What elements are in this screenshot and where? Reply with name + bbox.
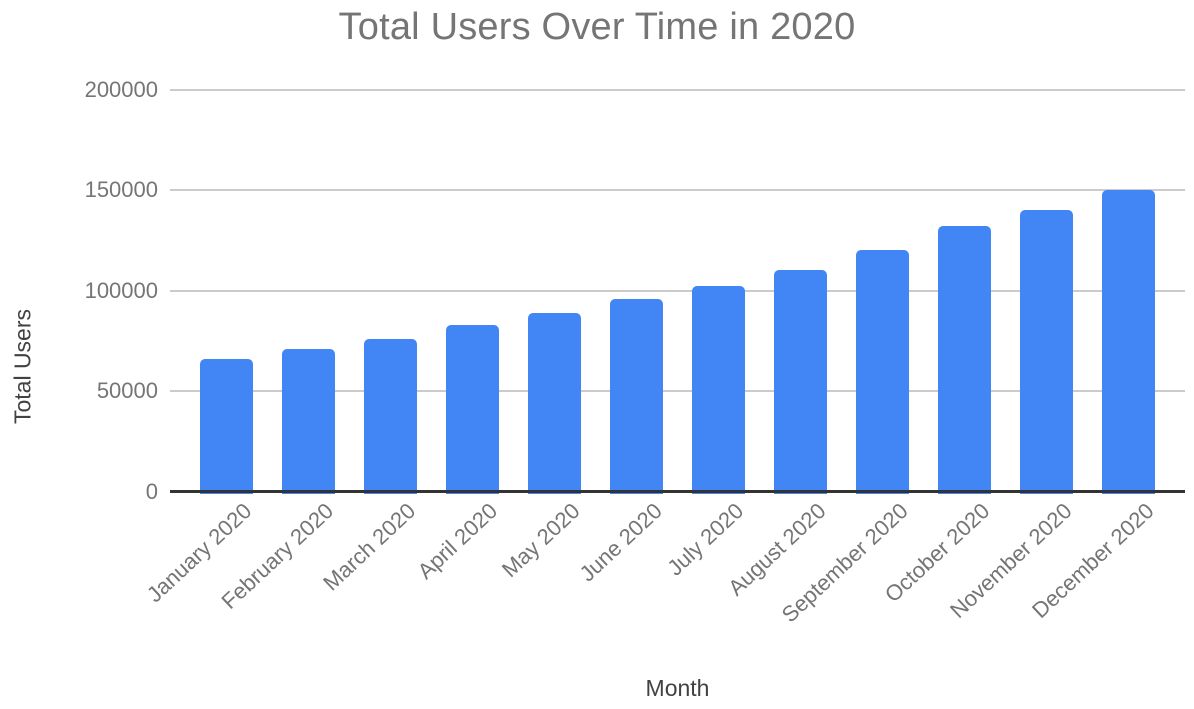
chart-title: Total Users Over Time in 2020 <box>338 6 856 48</box>
gridline-100000 <box>170 289 1185 292</box>
y-tick-label-100000: 100000 <box>84 277 158 303</box>
bar-august-2020[interactable] <box>774 270 827 494</box>
y-axis-title: Total Users <box>9 308 36 425</box>
bar-february-2020[interactable] <box>282 348 335 494</box>
bar-june-2020[interactable] <box>610 298 663 494</box>
y-tick-label-50000: 50000 <box>96 378 158 403</box>
bar-october-2020[interactable] <box>938 226 991 494</box>
bar-april-2020[interactable] <box>446 324 499 494</box>
bar-january-2020[interactable] <box>200 358 253 494</box>
bar-may-2020[interactable] <box>528 312 581 494</box>
x-axis-title: Month <box>645 675 710 701</box>
x-tick-label-april-2020: April 2020 <box>413 498 503 584</box>
bar-september-2020[interactable] <box>856 250 909 494</box>
x-tick-label-june-2020: June 2020 <box>574 498 667 587</box>
gridline-200000 <box>170 88 1185 91</box>
y-tick-label-0: 0 <box>145 478 158 504</box>
bar-july-2020[interactable] <box>692 286 745 494</box>
x-axis-line <box>170 490 1185 493</box>
x-tick-label-may-2020: May 2020 <box>496 498 585 583</box>
gridline-150000 <box>170 189 1185 191</box>
gridline-50000 <box>170 390 1185 392</box>
bar-november-2020[interactable] <box>1020 210 1073 494</box>
y-tick-label-200000: 200000 <box>84 76 158 102</box>
bar-march-2020[interactable] <box>364 338 417 494</box>
bar-december-2020[interactable] <box>1102 190 1155 494</box>
y-tick-label-150000: 150000 <box>84 177 158 202</box>
